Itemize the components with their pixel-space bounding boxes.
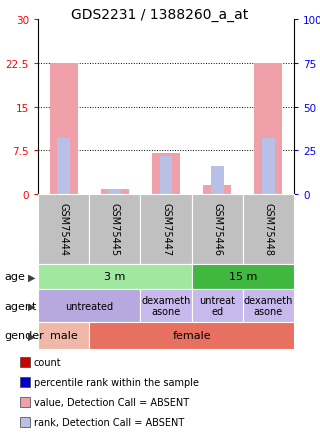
Bar (108, 189, 121, 194)
Bar (254, 64, 283, 194)
Text: GDS2231 / 1388260_a_at: GDS2231 / 1388260_a_at (71, 8, 249, 22)
Text: GSM75447: GSM75447 (161, 203, 171, 256)
Text: 15 m: 15 m (228, 272, 257, 282)
Text: untreated: untreated (65, 301, 113, 311)
Bar (57, 139, 70, 194)
Text: untreat
ed: untreat ed (199, 295, 235, 316)
Text: age: age (4, 272, 25, 282)
Text: count: count (34, 357, 62, 367)
Text: ▶: ▶ (28, 272, 36, 282)
Bar (160, 156, 172, 194)
Bar (203, 186, 231, 194)
Text: value, Detection Call = ABSENT: value, Detection Call = ABSENT (34, 397, 189, 407)
Bar (50, 64, 78, 194)
Text: dexameth
asone: dexameth asone (141, 295, 191, 316)
Bar (211, 167, 224, 194)
Text: male: male (50, 331, 77, 341)
Text: GSM75445: GSM75445 (110, 203, 120, 256)
Text: percentile rank within the sample: percentile rank within the sample (34, 377, 199, 387)
Text: ▶: ▶ (28, 301, 36, 311)
Bar (262, 139, 275, 194)
Text: ▶: ▶ (28, 331, 36, 341)
Text: gender: gender (4, 331, 44, 341)
Text: GSM75446: GSM75446 (212, 203, 222, 256)
Text: dexameth
asone: dexameth asone (244, 295, 293, 316)
Text: 3 m: 3 m (104, 272, 125, 282)
Text: rank, Detection Call = ABSENT: rank, Detection Call = ABSENT (34, 417, 184, 427)
Text: female: female (172, 331, 211, 341)
Bar (101, 190, 129, 194)
Text: GSM75448: GSM75448 (263, 203, 273, 256)
Bar (152, 154, 180, 194)
Text: agent: agent (4, 301, 36, 311)
Text: GSM75444: GSM75444 (59, 203, 68, 256)
